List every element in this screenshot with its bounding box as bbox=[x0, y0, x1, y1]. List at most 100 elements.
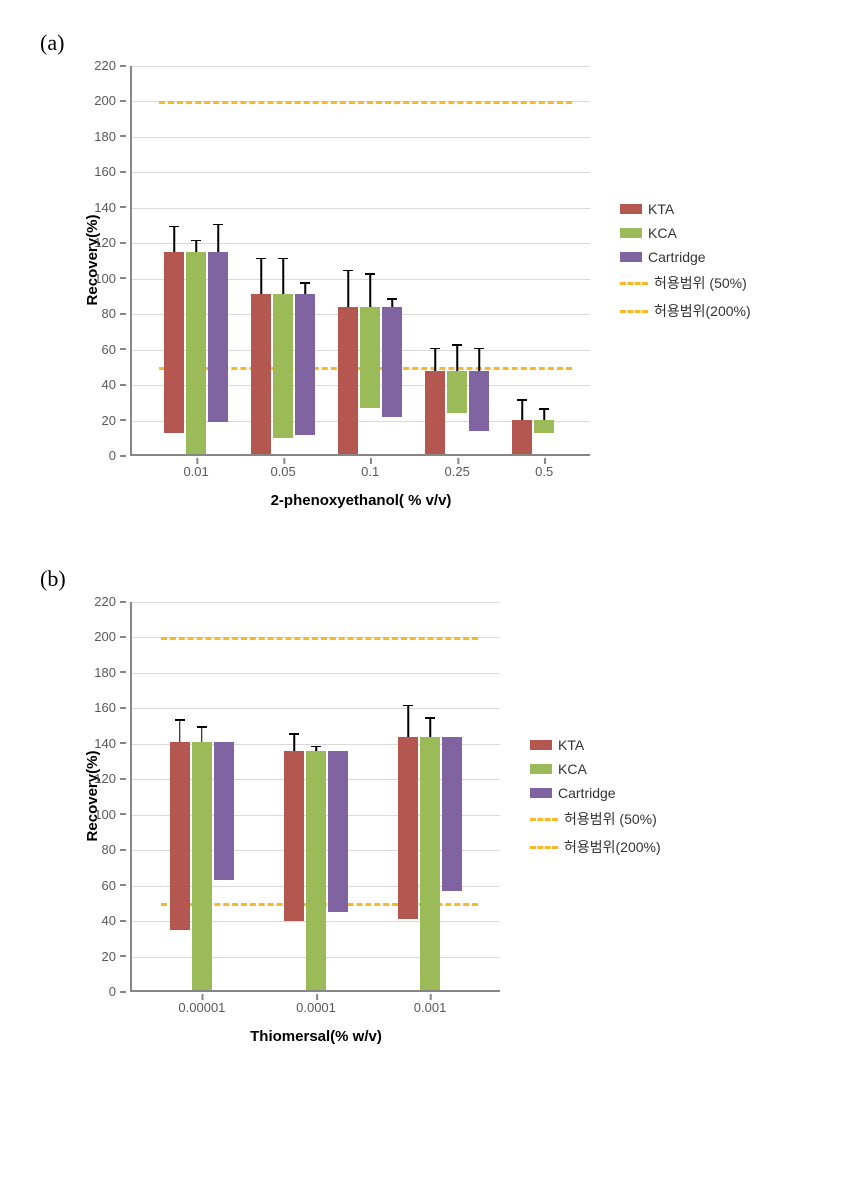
bar-cartridge bbox=[295, 294, 315, 434]
y-tick-label: 80 bbox=[88, 842, 116, 857]
bar-kca bbox=[420, 737, 440, 991]
x-tick-label: 0.5 bbox=[535, 464, 553, 479]
y-tick-mark bbox=[120, 135, 126, 137]
error-bar-cap bbox=[365, 273, 375, 275]
error-bar-line bbox=[407, 706, 409, 736]
grid-line bbox=[132, 172, 590, 173]
grid-line bbox=[132, 137, 590, 138]
y-axis-label: Recovery(%) bbox=[84, 751, 101, 842]
error-bar-cap bbox=[213, 224, 223, 226]
error-bar-line bbox=[478, 349, 480, 370]
bar-cartridge bbox=[442, 737, 462, 891]
y-tick-label: 60 bbox=[88, 878, 116, 893]
y-tick: 140 bbox=[88, 200, 126, 215]
y-tick-label: 220 bbox=[88, 58, 116, 73]
error-bar-cap bbox=[474, 348, 484, 350]
chart-wrapper: (a) Recovery(%)02040608010012014016018020… bbox=[30, 30, 824, 526]
x-tick-label: 0.001 bbox=[414, 1000, 447, 1015]
error-bar-cap bbox=[343, 270, 353, 272]
y-tick-mark bbox=[120, 884, 126, 886]
y-tick-mark bbox=[120, 419, 126, 421]
x-tick-label: 0.25 bbox=[445, 464, 470, 479]
error-bar-line bbox=[260, 259, 262, 294]
y-tick: 160 bbox=[88, 164, 126, 179]
y-tick-label: 60 bbox=[88, 342, 116, 357]
error-bar-cap bbox=[300, 282, 310, 284]
chart-wrapper: (b) Recovery(%)02040608010012014016018020… bbox=[30, 566, 824, 1062]
y-tick: 220 bbox=[88, 594, 126, 609]
grid-line bbox=[132, 66, 590, 67]
error-bar-cap bbox=[452, 344, 462, 346]
error-bar-cap bbox=[539, 408, 549, 410]
y-tick: 0 bbox=[88, 448, 126, 463]
error-bar-line bbox=[282, 259, 284, 294]
grid-line bbox=[132, 243, 590, 244]
error-bar-line bbox=[315, 747, 317, 751]
legend-swatch-icon bbox=[530, 788, 552, 798]
x-axis-label: Thiomersal(% w/v) bbox=[250, 1028, 382, 1045]
plot-region: Recovery(%)02040608010012014016018020022… bbox=[130, 602, 500, 992]
reference-line bbox=[161, 637, 477, 640]
legend-dash-icon bbox=[620, 282, 648, 285]
y-tick-mark bbox=[120, 313, 126, 315]
x-tick-mark bbox=[430, 994, 432, 1000]
y-tick-mark bbox=[120, 171, 126, 173]
error-bar-line bbox=[179, 721, 181, 742]
x-tick-mark bbox=[457, 458, 459, 464]
chart-container: Recovery(%)02040608010012014016018020022… bbox=[130, 602, 824, 992]
panel-label: (b) bbox=[40, 566, 824, 592]
x-tick-label: 0.0001 bbox=[296, 1000, 336, 1015]
legend-label: 허용범위 (50%) bbox=[654, 273, 747, 293]
bar-kta bbox=[251, 294, 271, 454]
y-tick: 60 bbox=[88, 878, 126, 893]
error-bar-cap bbox=[175, 719, 185, 721]
y-tick: 140 bbox=[88, 736, 126, 751]
y-tick-mark bbox=[120, 636, 126, 638]
x-tick-mark bbox=[283, 458, 285, 464]
error-bar-line bbox=[217, 225, 219, 252]
error-bar-cap bbox=[256, 258, 266, 260]
error-bar-line bbox=[173, 227, 175, 252]
y-tick: 220 bbox=[88, 58, 126, 73]
bar-kca bbox=[306, 751, 326, 990]
error-bar-line bbox=[347, 271, 349, 306]
legend-dash-icon bbox=[530, 846, 558, 849]
bar-group bbox=[398, 737, 462, 991]
y-tick-label: 200 bbox=[88, 93, 116, 108]
bar-kca bbox=[273, 294, 293, 438]
y-tick-label: 100 bbox=[88, 807, 116, 822]
y-tick: 100 bbox=[88, 271, 126, 286]
bar-kca bbox=[534, 420, 554, 432]
y-tick-mark bbox=[120, 65, 126, 67]
bar-kta bbox=[425, 371, 445, 454]
legend-swatch-icon bbox=[620, 204, 642, 214]
y-tick: 200 bbox=[88, 629, 126, 644]
grid-line bbox=[132, 673, 500, 674]
y-tick: 0 bbox=[88, 984, 126, 999]
legend-item-range200: 허용범위(200%) bbox=[620, 301, 751, 321]
bar-cartridge bbox=[214, 742, 234, 880]
y-tick-mark bbox=[120, 277, 126, 279]
y-tick: 80 bbox=[88, 842, 126, 857]
legend-item-kca: KCA bbox=[530, 761, 661, 777]
y-tick-label: 180 bbox=[88, 665, 116, 680]
y-tick-mark bbox=[120, 849, 126, 851]
y-tick-label: 160 bbox=[88, 164, 116, 179]
panel-label: (a) bbox=[40, 30, 824, 56]
error-bar-cap bbox=[169, 226, 179, 228]
y-tick-label: 80 bbox=[88, 306, 116, 321]
legend-item-kta: KTA bbox=[530, 737, 661, 753]
plot-region: Recovery(%)02040608010012014016018020022… bbox=[130, 66, 590, 456]
y-tick-label: 160 bbox=[88, 700, 116, 715]
y-tick: 80 bbox=[88, 306, 126, 321]
bar-group bbox=[425, 371, 489, 454]
y-tick-label: 140 bbox=[88, 736, 116, 751]
x-tick-mark bbox=[544, 458, 546, 464]
legend-label: Cartridge bbox=[558, 785, 616, 801]
y-tick-label: 140 bbox=[88, 200, 116, 215]
y-tick-label: 0 bbox=[88, 984, 116, 999]
error-bar-line bbox=[369, 275, 371, 307]
grid-line bbox=[132, 208, 590, 209]
y-tick-mark bbox=[120, 242, 126, 244]
y-tick-mark bbox=[120, 671, 126, 673]
